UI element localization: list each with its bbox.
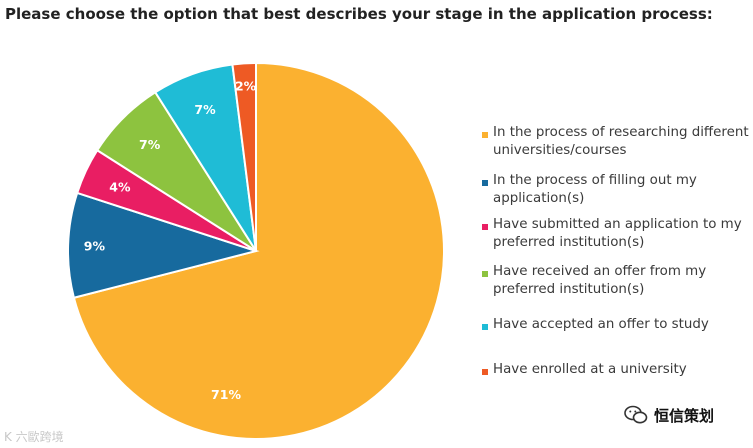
pie-slice-6 <box>231 61 257 252</box>
legend-swatch <box>482 271 488 277</box>
legend-swatch <box>482 180 488 186</box>
slice-label-6: 2% <box>235 78 257 93</box>
watermark-left: K 六歐跨境 <box>4 430 64 444</box>
watermark-right: 恒信策划 <box>624 402 714 428</box>
slice-label-5: 7% <box>194 102 216 117</box>
slice-label-2: 9% <box>84 238 106 253</box>
legend-swatch <box>482 224 488 230</box>
legend-label: Have accepted an offer to study <box>493 317 709 332</box>
legend-label: Have received an offer from my preferred… <box>493 264 707 297</box>
legend-swatch <box>482 324 488 330</box>
pie-labels: 71% 9% 4% 7% 7% 2% <box>84 78 257 402</box>
legend-swatch <box>482 369 488 375</box>
legend-swatch <box>482 132 488 138</box>
watermark-right-text: 恒信策划 <box>654 406 715 425</box>
slice-label-3: 4% <box>109 179 131 194</box>
legend-label: In the process of researching different … <box>493 125 749 158</box>
legend-label: Have submitted an application to my pref… <box>493 217 742 250</box>
chart-title: Please choose the option that best descr… <box>5 5 713 23</box>
legend-label: In the process of filling out my applica… <box>493 173 697 206</box>
slice-label-4: 7% <box>139 137 161 152</box>
wechat-icon <box>624 405 648 424</box>
slice-label-1: 71% <box>211 387 241 402</box>
legend-label: Have enrolled at a university <box>493 362 687 377</box>
pie-slices <box>67 61 445 440</box>
pie-slice-2 <box>67 191 260 299</box>
